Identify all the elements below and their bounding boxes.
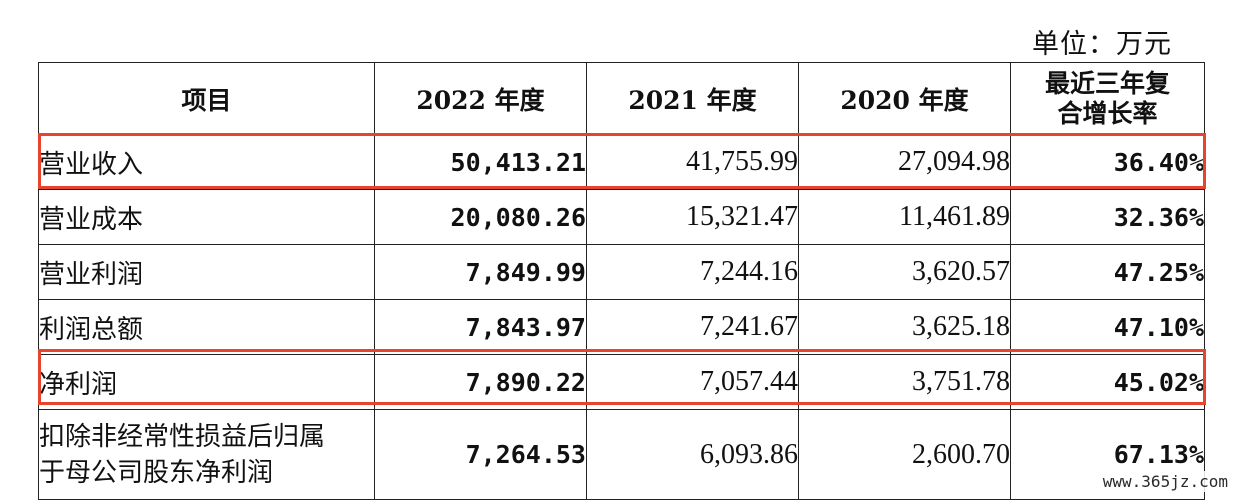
header-2020: 2020 年度 — [798, 62, 1011, 135]
table-row: 扣除非经常性损益后归属 于母公司股东净利润 7,264.53 6,093.86 … — [38, 409, 1205, 500]
row-label: 营业收入 — [38, 134, 375, 190]
table-row: 营业利润 7,849.99 7,244.16 3,620.57 47.25% — [38, 244, 1205, 300]
header-cagr-line2: 合增长率 — [1057, 98, 1158, 128]
value-2022: 7,849.99 — [374, 244, 587, 300]
value-cagr: 32.36% — [1010, 189, 1205, 245]
value-2020: 3,620.57 — [798, 244, 1011, 300]
value-2021: 7,244.16 — [586, 244, 799, 300]
table-row: 营业收入 50,413.21 41,755.99 27,094.98 36.40… — [38, 134, 1205, 190]
value-2021: 41,755.99 — [586, 134, 799, 190]
value-2021: 7,057.44 — [586, 354, 799, 410]
row-label: 净利润 — [38, 354, 375, 410]
value-cagr: 47.10% — [1010, 299, 1205, 355]
value-2021: 6,093.86 — [586, 409, 799, 500]
table-row: 净利润 7,890.22 7,057.44 3,751.78 45.02% — [38, 354, 1205, 410]
table-row: 利润总额 7,843.97 7,241.67 3,625.18 47.10% — [38, 299, 1205, 355]
row-label: 利润总额 — [38, 299, 375, 355]
value-2020: 3,751.78 — [798, 354, 1011, 410]
value-2022: 7,890.22 — [374, 354, 587, 410]
header-cagr-line1: 最近三年复 — [1044, 68, 1170, 98]
value-2020: 11,461.89 — [798, 189, 1011, 245]
value-2020: 2,600.70 — [798, 409, 1011, 500]
value-2022: 7,843.97 — [374, 299, 587, 355]
value-cagr: 45.02% — [1010, 354, 1205, 410]
unit-label: 单位：万元 — [1032, 29, 1172, 60]
value-2022: 50,413.21 — [374, 134, 587, 190]
value-2022: 7,264.53 — [374, 409, 587, 500]
value-cagr: 36.40% — [1010, 134, 1205, 190]
header-cagr: 最近三年复 合增长率 — [1010, 62, 1205, 135]
row-label-line1: 扣除非经常性损益后归属 — [39, 421, 326, 452]
value-2022: 20,080.26 — [374, 189, 587, 245]
value-2021: 15,321.47 — [586, 189, 799, 245]
value-cagr: 47.25% — [1010, 244, 1205, 300]
header-row: 项目 2022 年度 2021 年度 2020 年度 最近三年复 合增长率 — [38, 62, 1205, 135]
row-label-line2: 于母公司股东净利润 — [39, 457, 274, 488]
row-label: 营业利润 — [38, 244, 375, 300]
table-row: 营业成本 20,080.26 15,321.47 11,461.89 32.36… — [38, 189, 1205, 245]
header-2022: 2022 年度 — [374, 62, 587, 135]
value-2020: 27,094.98 — [798, 134, 1011, 190]
header-2021: 2021 年度 — [586, 62, 799, 135]
watermark: www.365jz.com — [1098, 471, 1232, 492]
header-item: 项目 — [38, 62, 375, 135]
row-label: 扣除非经常性损益后归属 于母公司股东净利润 — [38, 409, 375, 500]
value-2020: 3,625.18 — [798, 299, 1011, 355]
financial-table: 项目 2022 年度 2021 年度 2020 年度 最近三年复 合增长率 营业… — [38, 62, 1205, 500]
row-label: 营业成本 — [38, 189, 375, 245]
value-2021: 7,241.67 — [586, 299, 799, 355]
